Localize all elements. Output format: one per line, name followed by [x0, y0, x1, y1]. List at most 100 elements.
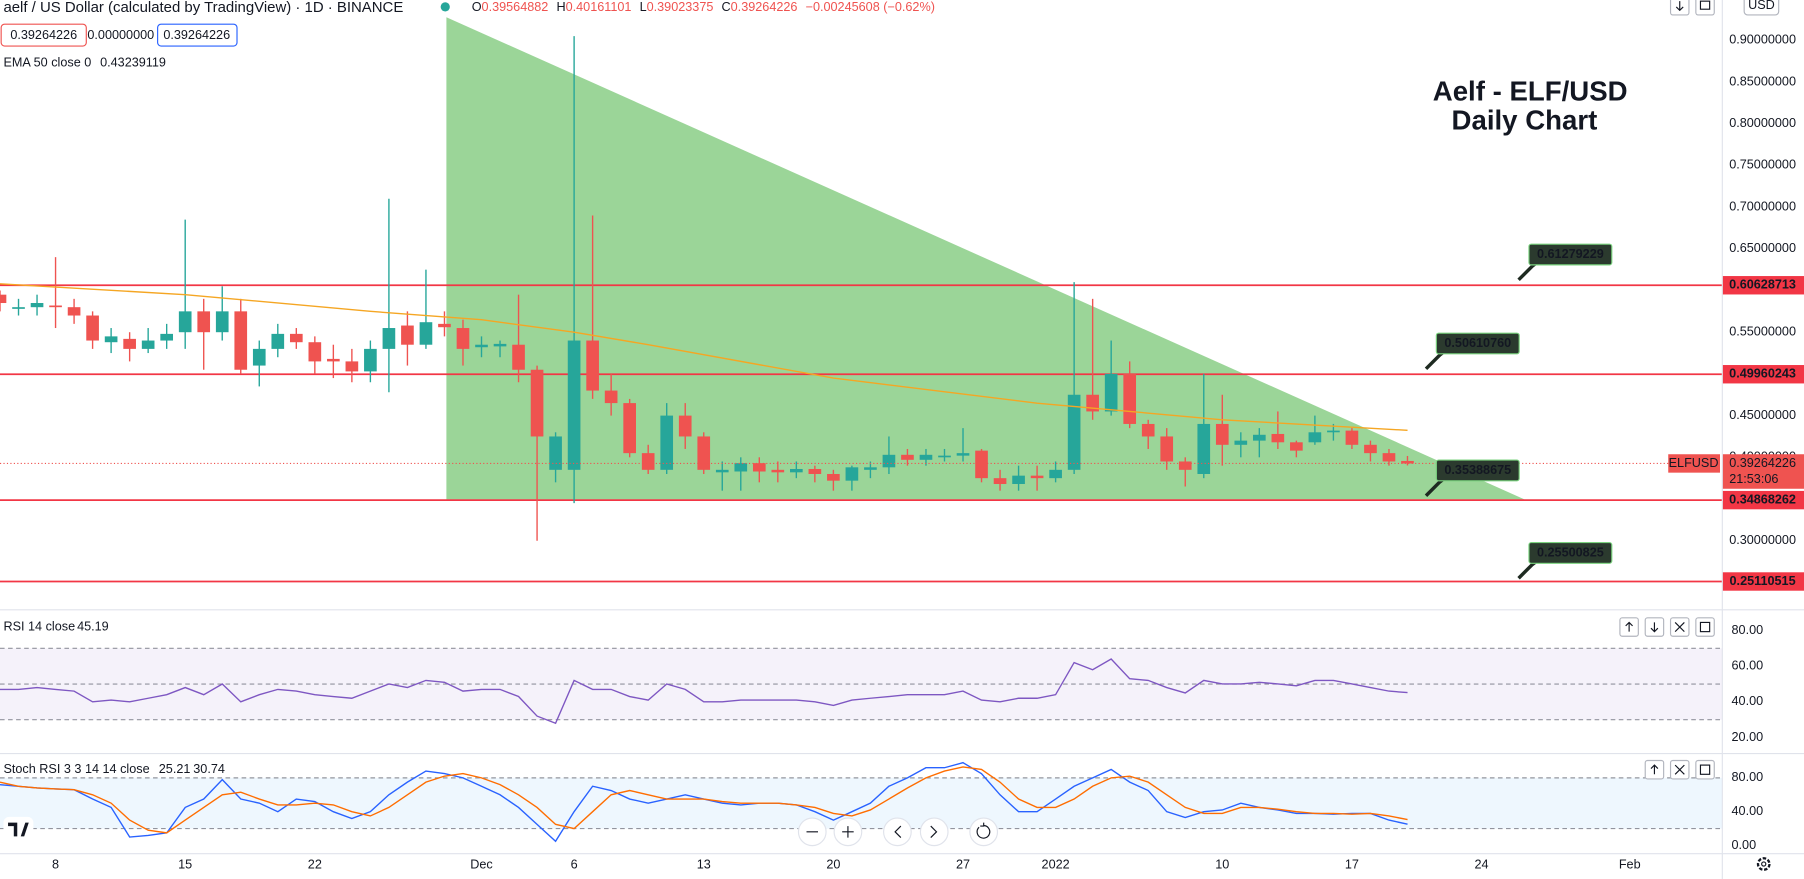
candle-body: [1271, 433, 1285, 443]
candle-body: [1382, 453, 1396, 462]
candle-body: [1067, 394, 1081, 470]
candle-body: [1401, 460, 1414, 464]
candle-body: [549, 436, 562, 470]
legend-key: O: [472, 0, 482, 14]
sell-box[interactable]: [0, 23, 87, 47]
candle-body: [1234, 440, 1248, 445]
price-tick-label: 0.65000000: [1729, 241, 1796, 255]
candle-body: [771, 469, 785, 473]
maximize-icon: [1699, 764, 1711, 775]
price-tick-label: 0.45000000: [1729, 408, 1796, 422]
close-icon: [1674, 622, 1685, 633]
scroll-right-button[interactable]: [919, 817, 949, 847]
callout-label: 0.61279229: [1537, 247, 1604, 261]
candle-body: [327, 358, 340, 362]
gear-hub: [1761, 861, 1767, 867]
logo-shape: [8, 822, 29, 837]
legend-value: 0.39564882: [482, 0, 549, 14]
candle-body: [901, 454, 914, 460]
price-tick-label: 0.75000000: [1729, 158, 1796, 172]
time-tick-label: 6: [571, 858, 578, 872]
candle-body: [975, 450, 988, 479]
candle-body: [827, 473, 840, 481]
time-tick-label: Dec: [470, 858, 492, 872]
callout-label: 0.35388675: [1444, 463, 1511, 477]
candle-body: [197, 311, 211, 333]
candle-body: [401, 325, 414, 345]
rsi-legend-value: 45.19: [77, 619, 109, 633]
scroll-left-button[interactable]: [883, 817, 912, 847]
sell-price: 0.39264226: [10, 28, 77, 42]
time-tick-label: 2022: [1042, 858, 1070, 872]
indicator-tick-label: 80.00: [1732, 623, 1764, 637]
tradingview-logo: [3, 816, 34, 843]
candle-body: [530, 369, 544, 437]
candle-body: [919, 454, 933, 460]
maximize-button[interactable]: [1695, 759, 1715, 780]
maximize-icon: [1699, 0, 1711, 10]
time-tick-label: 13: [697, 858, 711, 872]
time-tick-label: 27: [956, 858, 970, 872]
symbol-label: ELFUSD: [1669, 456, 1719, 470]
candle-body: [141, 340, 155, 349]
candle-body: [1141, 423, 1155, 437]
up-icon: [1625, 621, 1633, 632]
legend-key: H: [556, 0, 565, 14]
level-axis-box: [1722, 490, 1804, 510]
level-axis-box: [1722, 572, 1804, 591]
arrow-icon: [1675, 1, 1684, 12]
indicator-tick-label: 60.00: [1732, 659, 1764, 673]
maximize-button[interactable]: [1695, 0, 1715, 16]
ohlc-legend: O0.39564882 H0.40161101 L0.39023375 C0.3…: [472, 0, 935, 14]
candle-body: [1252, 434, 1266, 441]
candle-body: [456, 328, 470, 349]
legend-value: 0.39023375: [647, 0, 714, 14]
ema-legend: EMA 50 close 0: [3, 56, 91, 70]
maximize-button[interactable]: [1695, 617, 1715, 637]
time-tick-label: 8: [52, 858, 59, 872]
level-axis-label: 0.60628713: [1729, 278, 1796, 292]
ema-legend-value: 0.43239119: [100, 56, 166, 70]
candle-body: [289, 333, 303, 343]
candle-body: [604, 390, 618, 404]
rsi-pane-buttons: [1619, 617, 1715, 637]
candle-body: [715, 469, 729, 473]
price-tick-label: 0.55000000: [1729, 325, 1796, 339]
down-icon: [1650, 622, 1659, 633]
legend-value: 0.39264226: [731, 0, 798, 14]
time-tick-label: 10: [1215, 858, 1229, 872]
up-icon: [1650, 764, 1659, 775]
level-axis-label: 0.25110515: [1730, 574, 1796, 588]
plus-icon: [842, 826, 854, 838]
candle-body: [1308, 432, 1322, 443]
settings-button[interactable]: [1756, 857, 1771, 871]
panes: 0.300000000.350000000.400000000.45000000…: [0, 33, 1804, 872]
candle-body: [623, 403, 636, 454]
candle-body: [493, 343, 507, 347]
stoch-pane-buttons: [1644, 759, 1715, 780]
candle-body: [752, 463, 766, 472]
legend-key: C: [722, 0, 731, 14]
candle-body: [252, 348, 266, 366]
time-tick-label: 15: [178, 858, 192, 872]
current-price-box: [1722, 454, 1804, 489]
price-tick-label: 0.90000000: [1729, 33, 1796, 47]
buy-box[interactable]: [157, 23, 238, 47]
candle-body: [1104, 373, 1118, 412]
candle-body: [30, 303, 44, 308]
level-axis-box: [1722, 276, 1804, 295]
reset-button[interactable]: [969, 817, 999, 847]
level-axis-box: [1722, 365, 1804, 384]
logo-background: [3, 816, 34, 843]
candle-body: [382, 328, 396, 349]
candle-body: [1012, 475, 1025, 485]
price-tick-label: 0.70000000: [1729, 199, 1796, 213]
price-tick-label: 0.30000000: [1729, 533, 1796, 547]
candle-body: [678, 415, 692, 437]
gear-icon: [1756, 857, 1771, 871]
stoch-k-legend-value: 25.21: [159, 762, 191, 776]
candle-body: [438, 323, 451, 328]
currency-button[interactable]: [1743, 0, 1780, 16]
candle-body: [364, 348, 377, 372]
time-tick-label: 17: [1345, 858, 1359, 872]
